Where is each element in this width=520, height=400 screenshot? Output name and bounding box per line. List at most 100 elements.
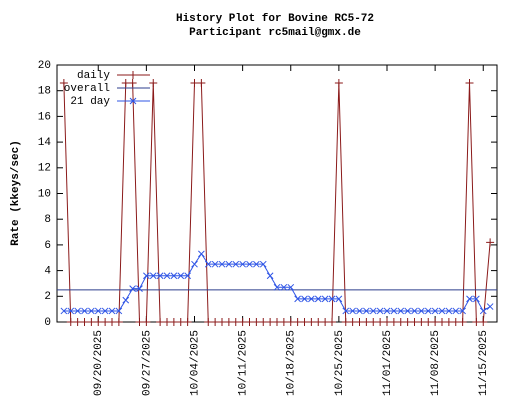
point-marker — [369, 318, 378, 326]
point-marker — [307, 318, 316, 326]
point-marker — [190, 78, 199, 87]
point-marker — [411, 307, 418, 315]
point-marker — [321, 318, 330, 326]
point-marker — [465, 78, 474, 87]
point-marker — [334, 78, 343, 87]
point-marker — [424, 307, 432, 315]
point-marker — [472, 318, 481, 326]
chart-subtitle: Participant rc5mail@gmx.de — [189, 27, 361, 39]
x-tick-label: 10/11/2025 — [238, 330, 250, 396]
point-marker — [94, 318, 103, 326]
point-marker — [466, 295, 473, 303]
point-marker — [136, 285, 143, 292]
point-marker — [73, 318, 82, 326]
point-marker — [445, 307, 453, 315]
point-marker — [183, 318, 192, 326]
point-marker — [176, 318, 185, 326]
point-marker — [231, 318, 240, 326]
point-marker — [122, 296, 130, 304]
point-marker — [74, 307, 81, 315]
point-marker — [149, 78, 158, 87]
y-tick-label: 10 — [38, 188, 51, 200]
point-marker — [308, 295, 315, 303]
point-marker — [266, 318, 275, 326]
point-marker — [369, 307, 377, 315]
y-tick-label: 18 — [38, 86, 51, 98]
y-tick-label: 12 — [38, 163, 51, 175]
point-marker — [88, 307, 95, 315]
point-marker — [479, 318, 488, 326]
x-tick-label: 11/15/2025 — [478, 330, 490, 396]
y-tick-label: 4 — [44, 266, 51, 278]
point-marker — [342, 307, 350, 315]
point-marker — [328, 318, 336, 326]
x-tick-label: 11/08/2025 — [430, 330, 442, 396]
point-marker — [356, 307, 363, 315]
point-marker — [410, 318, 419, 326]
point-marker — [253, 260, 260, 268]
point-marker — [204, 260, 212, 268]
point-marker — [218, 318, 226, 326]
point-marker — [341, 318, 350, 326]
point-marker — [451, 318, 460, 326]
point-marker — [94, 307, 102, 315]
point-marker — [479, 307, 487, 315]
point-marker — [403, 318, 412, 326]
point-marker — [197, 78, 206, 87]
point-marker — [128, 78, 137, 87]
point-marker — [135, 318, 144, 326]
point-marker — [142, 318, 151, 326]
point-marker — [211, 260, 219, 268]
point-marker — [239, 260, 246, 268]
point-marker — [266, 272, 274, 280]
point-marker — [238, 318, 247, 326]
point-marker — [286, 318, 295, 326]
point-marker — [184, 272, 191, 280]
point-marker — [245, 318, 254, 326]
y-tick-label: 2 — [44, 291, 51, 303]
point-marker — [424, 318, 433, 326]
point-marker — [383, 307, 391, 315]
point-marker — [335, 295, 343, 303]
x-tick-label: 10/25/2025 — [334, 330, 346, 396]
y-tick-label: 16 — [38, 111, 51, 123]
point-marker — [80, 318, 89, 326]
x-tick-label: 09/20/2025 — [93, 330, 105, 396]
point-marker — [60, 307, 68, 315]
point-marker — [486, 238, 495, 247]
point-marker — [328, 295, 336, 303]
point-marker — [170, 272, 178, 280]
point-marker — [218, 260, 226, 268]
point-marker — [121, 78, 130, 87]
legend-marker — [129, 71, 137, 79]
point-marker — [67, 307, 75, 315]
point-marker — [301, 295, 308, 303]
point-marker — [390, 307, 398, 315]
point-marker — [389, 318, 398, 326]
point-marker — [163, 318, 171, 326]
point-marker — [259, 260, 267, 268]
point-marker — [163, 272, 171, 280]
y-tick-label: 14 — [38, 137, 52, 149]
point-marker — [198, 250, 205, 258]
point-marker — [66, 318, 75, 326]
point-marker — [349, 307, 356, 315]
point-marker — [101, 307, 109, 315]
point-marker — [397, 307, 405, 315]
point-marker — [129, 285, 136, 292]
point-marker — [473, 295, 480, 303]
point-marker — [169, 318, 178, 326]
point-marker — [81, 307, 88, 315]
point-marker — [321, 295, 329, 303]
point-marker — [252, 318, 261, 326]
x-tick-label: 11/01/2025 — [382, 330, 394, 396]
legend-label: daily — [77, 70, 110, 82]
legend-label: 21 day — [70, 96, 110, 108]
point-marker — [314, 295, 322, 303]
point-marker — [279, 318, 288, 326]
point-marker — [300, 318, 309, 326]
point-marker — [348, 318, 357, 326]
point-marker — [431, 307, 439, 315]
x-tick-label: 09/27/2025 — [141, 330, 153, 396]
